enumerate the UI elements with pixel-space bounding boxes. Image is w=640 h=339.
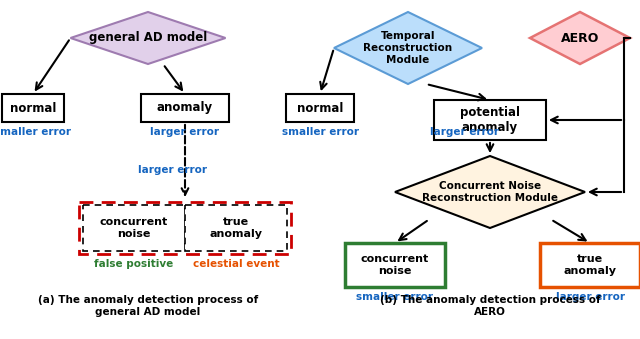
Text: concurrent
noise: concurrent noise xyxy=(100,217,168,239)
Text: normal: normal xyxy=(10,101,56,115)
Polygon shape xyxy=(530,12,630,64)
Text: larger error: larger error xyxy=(150,127,220,137)
Text: anomaly: anomaly xyxy=(157,101,213,115)
FancyBboxPatch shape xyxy=(345,243,445,287)
Text: concurrent
noise: concurrent noise xyxy=(361,254,429,276)
FancyBboxPatch shape xyxy=(141,94,229,122)
FancyBboxPatch shape xyxy=(2,94,64,122)
Polygon shape xyxy=(395,156,585,228)
FancyBboxPatch shape xyxy=(185,205,287,251)
Text: normal: normal xyxy=(297,101,343,115)
Text: Concurrent Noise
Reconstruction Module: Concurrent Noise Reconstruction Module xyxy=(422,181,558,203)
Polygon shape xyxy=(70,12,225,64)
Text: potential
anomaly: potential anomaly xyxy=(460,106,520,134)
Text: larger error: larger error xyxy=(138,165,207,175)
Text: (a) The anomaly detection process of
general AD model: (a) The anomaly detection process of gen… xyxy=(38,295,258,317)
Text: true
anomaly: true anomaly xyxy=(209,217,262,239)
FancyBboxPatch shape xyxy=(83,205,185,251)
Text: general AD model: general AD model xyxy=(89,32,207,44)
Text: true
anomaly: true anomaly xyxy=(563,254,616,276)
FancyBboxPatch shape xyxy=(540,243,640,287)
Text: Temporal
Reconstruction
Module: Temporal Reconstruction Module xyxy=(364,32,452,65)
FancyBboxPatch shape xyxy=(434,100,546,140)
Text: larger error: larger error xyxy=(556,292,625,302)
Text: larger error: larger error xyxy=(431,127,499,137)
Polygon shape xyxy=(334,12,482,84)
Text: smaller error: smaller error xyxy=(0,127,72,137)
Text: celestial event: celestial event xyxy=(193,259,279,269)
Text: false positive: false positive xyxy=(94,259,173,269)
Text: smaller error: smaller error xyxy=(356,292,433,302)
FancyBboxPatch shape xyxy=(286,94,354,122)
Text: AERO: AERO xyxy=(561,32,599,44)
Text: (b) The anomaly detection process of
AERO: (b) The anomaly detection process of AER… xyxy=(380,295,600,317)
Text: smaller error: smaller error xyxy=(282,127,358,137)
FancyBboxPatch shape xyxy=(79,202,291,254)
